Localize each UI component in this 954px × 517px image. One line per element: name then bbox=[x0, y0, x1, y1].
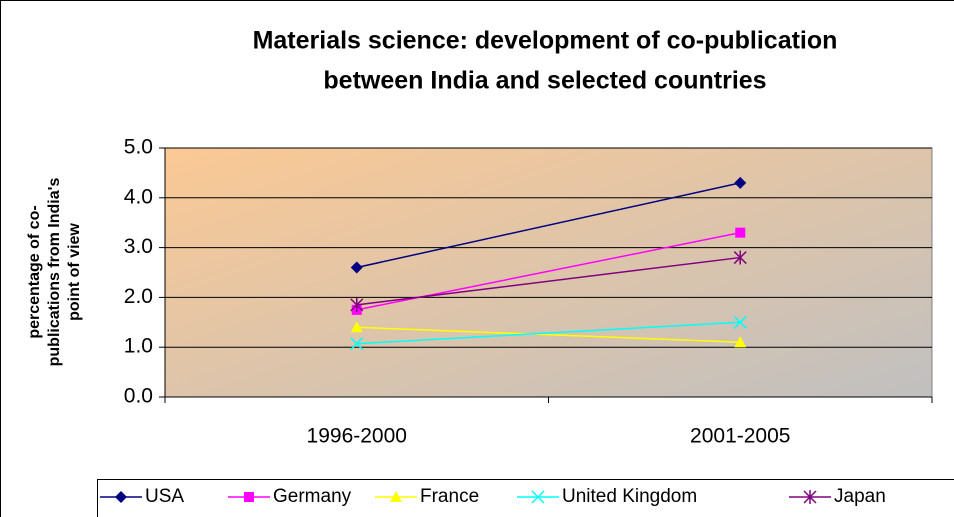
y-axis-label: publications from India's bbox=[46, 178, 63, 367]
y-tick-label: 5.0 bbox=[124, 136, 153, 159]
marker bbox=[734, 336, 747, 348]
chart-title: Materials science: development of co-pub… bbox=[253, 27, 838, 55]
legend-marker bbox=[803, 490, 817, 504]
marker bbox=[734, 176, 747, 189]
marker bbox=[735, 227, 746, 238]
y-tick-label: 2.0 bbox=[124, 285, 153, 308]
legend-label: United Kingdom bbox=[562, 486, 697, 507]
legend-marker bbox=[390, 491, 402, 502]
marker bbox=[733, 315, 747, 329]
legend-label: USA bbox=[145, 486, 184, 507]
y-axis-label: percentage of co- bbox=[26, 205, 43, 338]
marker bbox=[733, 250, 747, 265]
marker bbox=[350, 321, 363, 333]
marker bbox=[350, 337, 364, 351]
legend-label: Japan bbox=[834, 486, 886, 507]
y-axis-label: point of view bbox=[66, 223, 83, 321]
legend-marker bbox=[531, 490, 545, 504]
series-line bbox=[356, 182, 741, 269]
y-tick-label: 4.0 bbox=[124, 185, 153, 208]
marker bbox=[350, 261, 363, 274]
legend-marker bbox=[244, 492, 254, 502]
x-tick-label: 2001-2005 bbox=[690, 425, 790, 448]
legend bbox=[97, 479, 954, 517]
plot-area bbox=[164, 147, 933, 398]
legend-label: Germany bbox=[273, 486, 352, 507]
y-tick-label: 3.0 bbox=[124, 235, 153, 258]
marker bbox=[350, 297, 364, 312]
chart-title: between India and selected countries bbox=[323, 67, 766, 95]
series-line bbox=[356, 326, 741, 343]
y-tick-label: 1.0 bbox=[124, 335, 153, 358]
legend-marker bbox=[115, 491, 127, 503]
series-line bbox=[356, 256, 741, 306]
series-line bbox=[356, 321, 741, 345]
y-tick-label: 0.0 bbox=[124, 385, 153, 408]
x-tick-label: 1996-2000 bbox=[307, 425, 407, 448]
legend-label: France bbox=[420, 486, 479, 507]
